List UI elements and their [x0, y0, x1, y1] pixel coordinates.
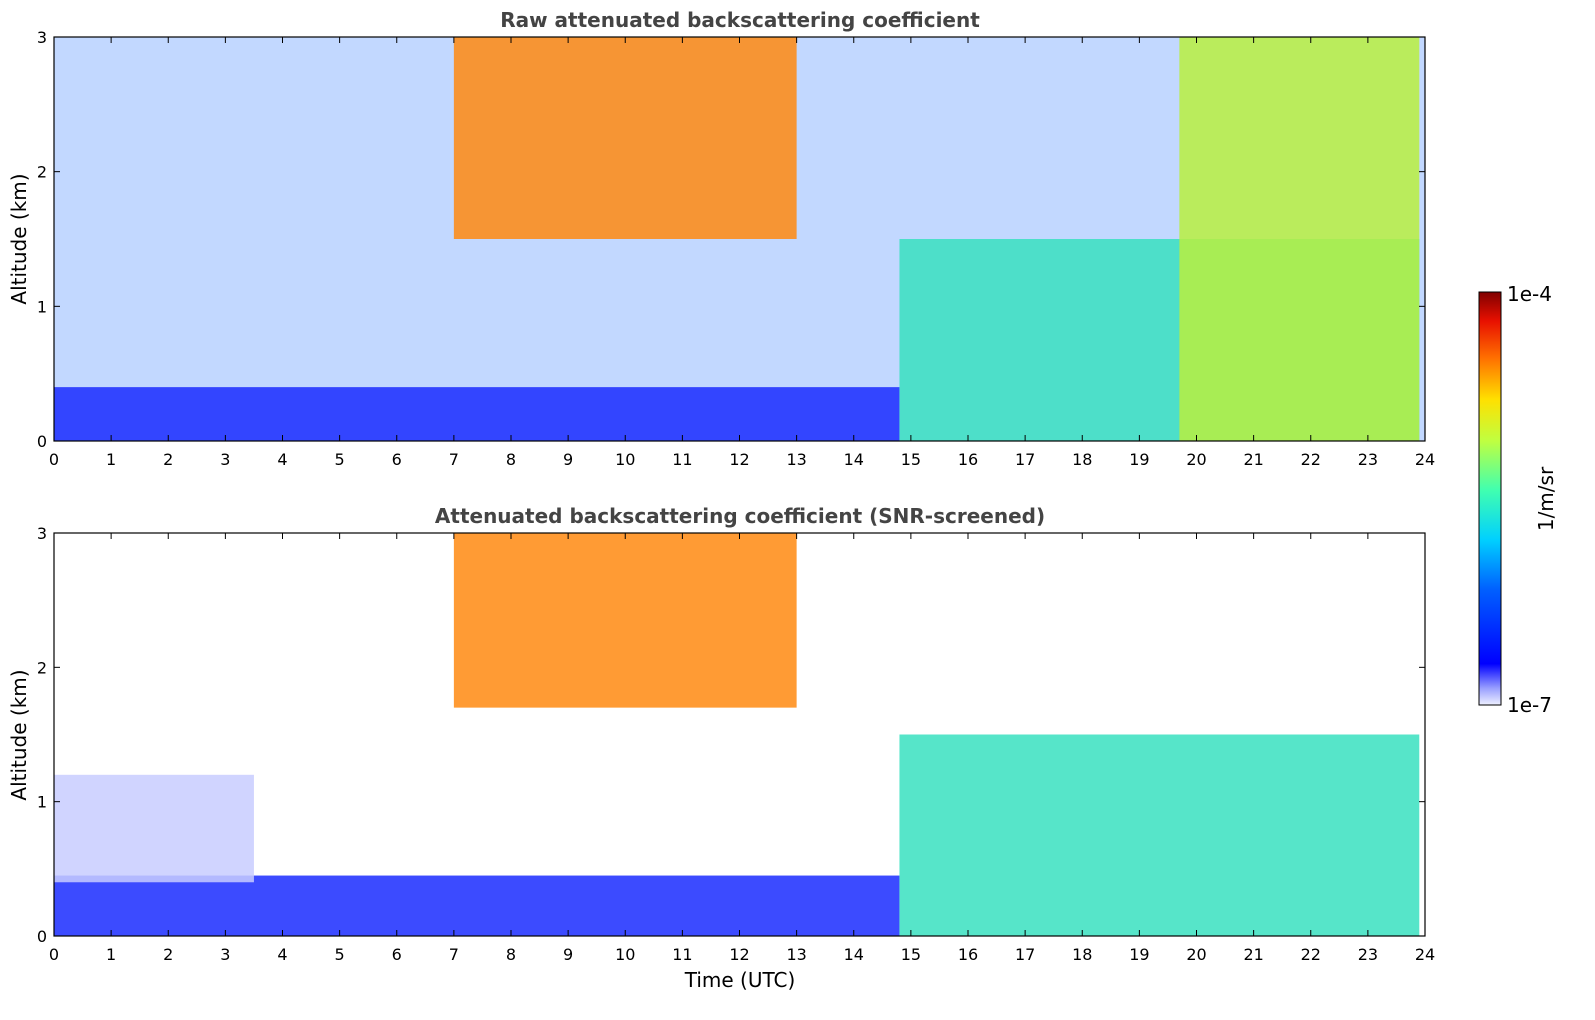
- x-tick-label: 20: [1186, 450, 1206, 469]
- x-tick-label: 12: [729, 945, 749, 964]
- x-tick-label: 0: [49, 945, 59, 964]
- y-tick-label: 3: [37, 524, 47, 543]
- x-tick-label: 3: [220, 945, 230, 964]
- heatmap-region: [54, 774, 254, 883]
- y-tick-label: 1: [37, 297, 47, 316]
- x-tick-label: 8: [506, 450, 516, 469]
- chart-title-bottom: Attenuated backscattering coefficient (S…: [435, 504, 1045, 528]
- x-tick-label: 22: [1301, 945, 1321, 964]
- x-tick-label: 23: [1358, 945, 1378, 964]
- x-axis-label: Time (UTC): [684, 968, 796, 992]
- x-tick-label: 7: [449, 450, 459, 469]
- heatmap-region: [1179, 37, 1420, 441]
- panel-top: Raw attenuated backscattering coefficien…: [7, 8, 1435, 469]
- x-tick-label: 11: [672, 945, 692, 964]
- x-tick-label: 6: [392, 945, 402, 964]
- x-axis-bottom: 0 1 2 3 4 5 6 7 8 9 10 11 12 13 14 15 16 17 18 19 20 21 22 23 24: [49, 533, 1435, 964]
- x-tick-label: 19: [1129, 450, 1149, 469]
- y-axis-bottom: 0 1 2 3: [37, 524, 1425, 946]
- heatmap-top: [54, 37, 1425, 441]
- y-axis-top: 0 1 2 3: [37, 28, 1425, 451]
- x-tick-label: 9: [563, 945, 573, 964]
- chart-title-top: Raw attenuated backscattering coefficien…: [500, 8, 980, 32]
- x-tick-label: 23: [1358, 450, 1378, 469]
- x-axis-top: 0 1 2 3 4 5 6 7 8 9 10 11 12 13 14 15 16 17 18 19 20 21 22 23 24: [49, 37, 1435, 469]
- x-tick-label: 4: [277, 945, 287, 964]
- x-tick-label: 8: [506, 945, 516, 964]
- x-tick-label: 9: [563, 450, 573, 469]
- x-tick-label: 7: [449, 945, 459, 964]
- x-tick-label: 3: [220, 450, 230, 469]
- heatmap-region: [54, 387, 900, 441]
- x-tick-label: 14: [844, 450, 864, 469]
- heatmap-region: [899, 734, 1420, 936]
- heatmap-region: [453, 37, 797, 239]
- heatmap-bottom: [54, 533, 1420, 936]
- colorbar-max-label: 1e-4: [1507, 282, 1552, 306]
- x-tick-label: 5: [335, 945, 345, 964]
- x-tick-label: 10: [615, 945, 635, 964]
- x-tick-label: 2: [163, 450, 173, 469]
- x-tick-label: 12: [729, 450, 749, 469]
- x-tick-label: 22: [1301, 450, 1321, 469]
- y-axis-label-top: Altitude (km): [7, 173, 31, 304]
- colorbar-min-label: 1e-7: [1507, 693, 1552, 717]
- y-tick-label: 1: [37, 793, 47, 812]
- x-tick-label: 16: [958, 945, 978, 964]
- x-tick-label: 2: [163, 945, 173, 964]
- x-tick-label: 19: [1129, 945, 1149, 964]
- panel-bottom: Attenuated backscattering coefficient (S…: [7, 504, 1435, 992]
- x-tick-label: 21: [1243, 945, 1263, 964]
- x-tick-label: 1: [106, 450, 116, 469]
- y-tick-label: 0: [37, 432, 47, 451]
- x-tick-label: 17: [1015, 450, 1035, 469]
- x-tick-label: 24: [1415, 945, 1435, 964]
- x-tick-label: 18: [1072, 945, 1092, 964]
- x-tick-label: 20: [1186, 945, 1206, 964]
- colorbar-gradient: [1478, 291, 1502, 706]
- x-tick-label: 11: [672, 450, 692, 469]
- x-tick-label: 18: [1072, 450, 1092, 469]
- x-tick-label: 4: [277, 450, 287, 469]
- colorbar-unit-label: 1/m/sr: [1534, 466, 1558, 531]
- x-tick-label: 17: [1015, 945, 1035, 964]
- colorbar: 1e-4 1e-7 1/m/sr: [1478, 282, 1558, 717]
- x-tick-label: 24: [1415, 450, 1435, 469]
- x-tick-label: 15: [901, 945, 921, 964]
- y-tick-label: 0: [37, 927, 47, 946]
- x-tick-label: 13: [786, 945, 806, 964]
- x-tick-label: 16: [958, 450, 978, 469]
- x-tick-label: 10: [615, 450, 635, 469]
- x-tick-label: 14: [844, 945, 864, 964]
- y-tick-label: 3: [37, 28, 47, 47]
- x-tick-label: 1: [106, 945, 116, 964]
- heatmap-region: [453, 533, 797, 708]
- y-tick-label: 2: [37, 163, 47, 182]
- x-tick-label: 6: [392, 450, 402, 469]
- x-tick-label: 13: [786, 450, 806, 469]
- heatmap-region: [54, 875, 900, 936]
- x-tick-label: 15: [901, 450, 921, 469]
- y-tick-label: 2: [37, 658, 47, 677]
- x-tick-label: 0: [49, 450, 59, 469]
- x-tick-label: 5: [335, 450, 345, 469]
- y-axis-label-bottom: Altitude (km): [7, 669, 31, 800]
- x-tick-label: 21: [1243, 450, 1263, 469]
